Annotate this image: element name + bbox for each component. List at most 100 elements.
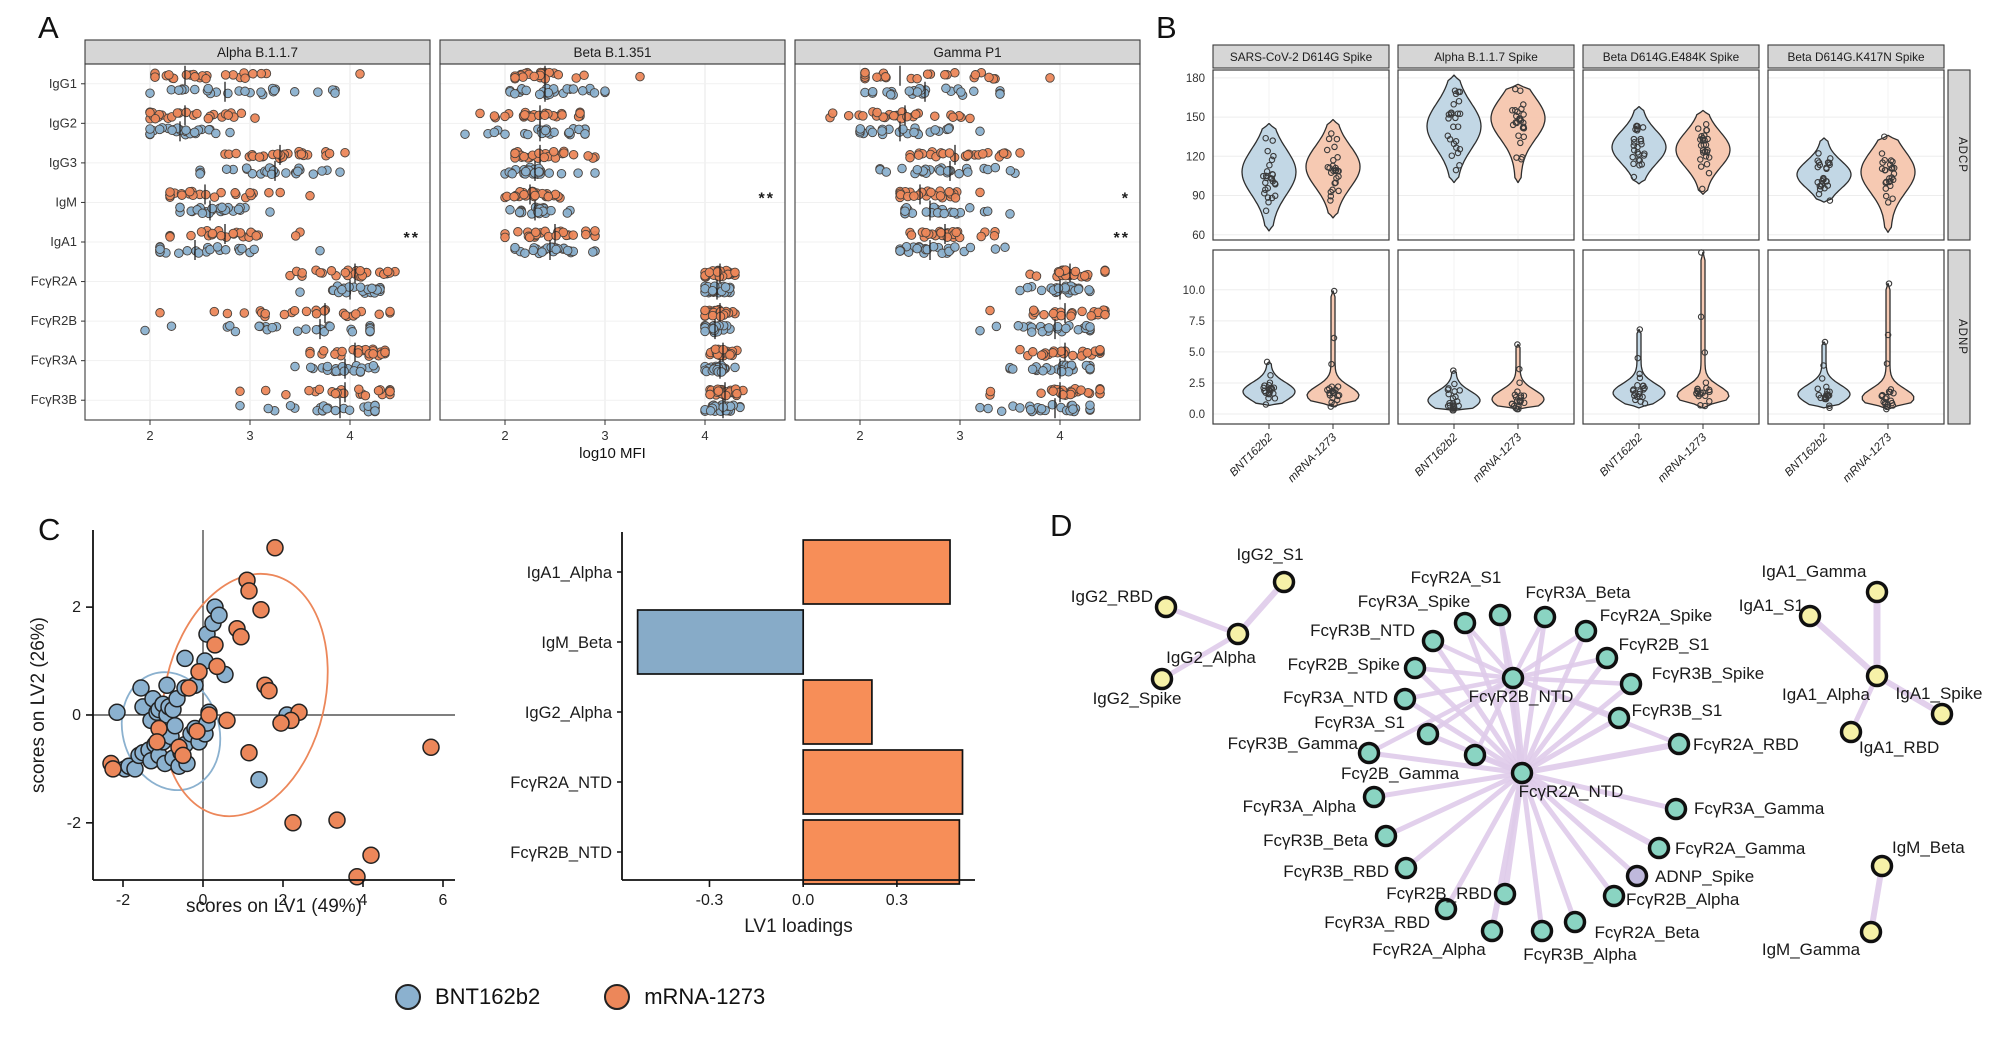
data-dot	[898, 124, 908, 134]
data-dot	[524, 232, 535, 243]
data-dot	[380, 347, 390, 358]
violin-point	[1630, 146, 1638, 154]
network-node-FcγR3B_Gamma	[1357, 741, 1381, 765]
dot-row-FcγR2B-bnt	[975, 319, 1095, 340]
data-dot	[351, 309, 361, 319]
loading-bar-FcγR2A_NTD	[802, 749, 964, 815]
network-node-label-FcγR2A_Alpha: FcγR2A_Alpha	[1372, 940, 1486, 959]
violin-point	[1326, 392, 1334, 399]
data-dot	[720, 282, 731, 292]
data-dot	[220, 245, 231, 255]
network-edge	[1519, 681, 1634, 776]
panel-a-strip-dot-plot: Alpha B.1.1.7 ** 2 3 4 Beta B.1.351 ** 2 3 4 Gamma…	[31, 39, 1141, 462]
data-dot	[990, 244, 1001, 254]
data-dot	[912, 164, 923, 175]
network-edge	[1402, 675, 1516, 702]
violin-point	[1823, 383, 1830, 391]
violin-point	[1262, 207, 1270, 215]
data-dot	[909, 127, 919, 138]
scatter-point	[176, 649, 194, 668]
data-dot	[305, 348, 315, 359]
violin-point	[1450, 123, 1457, 131]
x-tick-label: 3	[956, 428, 963, 443]
network-edge	[1519, 628, 1589, 776]
data-dot	[289, 87, 300, 97]
violin-point	[1520, 392, 1528, 399]
violin-point	[1451, 380, 1458, 388]
data-dot	[588, 247, 598, 257]
violin-point	[1704, 135, 1711, 143]
panel-b-violin-grid: SARS-CoV-2 D614G Spike Alpha B.1.1.7 Spik…	[1183, 44, 1971, 485]
data-dot	[221, 164, 232, 174]
violin-point	[1631, 392, 1638, 399]
data-dot	[1077, 306, 1087, 317]
data-dot	[930, 125, 940, 135]
network-edge	[1430, 638, 1516, 681]
violin-point	[1884, 199, 1892, 206]
panel-c-label: C	[38, 512, 61, 547]
violin-point	[1269, 170, 1276, 178]
data-dot	[1073, 284, 1084, 295]
violin-point	[1512, 393, 1520, 401]
violin-point	[1514, 341, 1521, 348]
data-dot	[1066, 311, 1076, 321]
network-edge	[1519, 655, 1610, 776]
network-node-FcγR2B_S1	[1595, 646, 1619, 670]
data-dot	[537, 247, 547, 257]
network-node-label-FcγR3A_Alpha: FcγR3A_Alpha	[1243, 797, 1357, 816]
data-dot	[941, 83, 951, 94]
facet-strip-title: SARS-CoV-2 D614G Spike	[1230, 50, 1373, 64]
data-dot	[935, 191, 946, 201]
data-dot	[1076, 385, 1086, 395]
network-node-label-FcγR2B_S1: FcγR2B_S1	[1619, 635, 1710, 654]
x-tick-label: 2	[146, 428, 153, 443]
data-dot	[1038, 366, 1048, 376]
data-dot	[557, 110, 567, 120]
dot-row-IgA1-mrna	[165, 224, 305, 244]
x-tick-label: 0	[199, 892, 208, 909]
violin-point	[1881, 133, 1888, 140]
data-dot	[500, 232, 510, 243]
scatter-point	[206, 636, 224, 654]
data-dot	[1045, 73, 1055, 83]
network-edge	[1371, 770, 1525, 800]
violin-point	[1264, 147, 1271, 155]
data-dot	[228, 228, 238, 239]
y-axis-category-label: IgG3	[49, 155, 77, 170]
dot-row-FcγR3A-mrna	[705, 342, 742, 363]
violin-point	[1814, 385, 1822, 393]
violin-point	[1267, 372, 1274, 379]
data-dot	[222, 308, 233, 319]
network-edge	[1519, 770, 1640, 879]
data-dot	[721, 390, 731, 401]
data-dot	[500, 129, 510, 139]
network-node-label-FcγR2A_RBD: FcγR2A_RBD	[1693, 735, 1799, 754]
data-dot	[954, 168, 964, 179]
data-dot	[1095, 344, 1105, 355]
violin-mRNA-1273	[1491, 343, 1545, 410]
data-dot	[370, 406, 380, 416]
violin-point	[1815, 159, 1823, 166]
data-dot	[175, 202, 185, 213]
data-dot	[1100, 309, 1110, 320]
data-dot	[279, 309, 290, 320]
y-axis-category-label: IgA1	[50, 234, 77, 249]
data-dot	[293, 166, 303, 177]
scatter-point	[252, 601, 270, 619]
dot-row-FcγR3A-bnt	[1005, 358, 1095, 379]
violin-cell-ADNP-2	[1582, 249, 1760, 429]
dot-row-FcγR2A-mrna	[700, 263, 740, 284]
network-node-IgG2_Spike	[1150, 667, 1174, 691]
violin-point	[1454, 123, 1462, 130]
network-node-label-FcγR3A_NTD: FcγR3A_NTD	[1283, 688, 1388, 707]
network-node-ADNP_Spike	[1625, 864, 1649, 888]
data-dot	[165, 232, 175, 242]
violin-point	[1826, 404, 1833, 412]
y-tick-label: -2	[67, 815, 81, 832]
data-dot	[1054, 267, 1065, 278]
violin-cell-ADCP-3	[1767, 69, 1945, 241]
y-axis-category-label: FcγR3B	[31, 392, 77, 407]
violin-point	[1509, 121, 1517, 129]
data-dot	[489, 111, 500, 121]
data-dot	[196, 227, 207, 237]
